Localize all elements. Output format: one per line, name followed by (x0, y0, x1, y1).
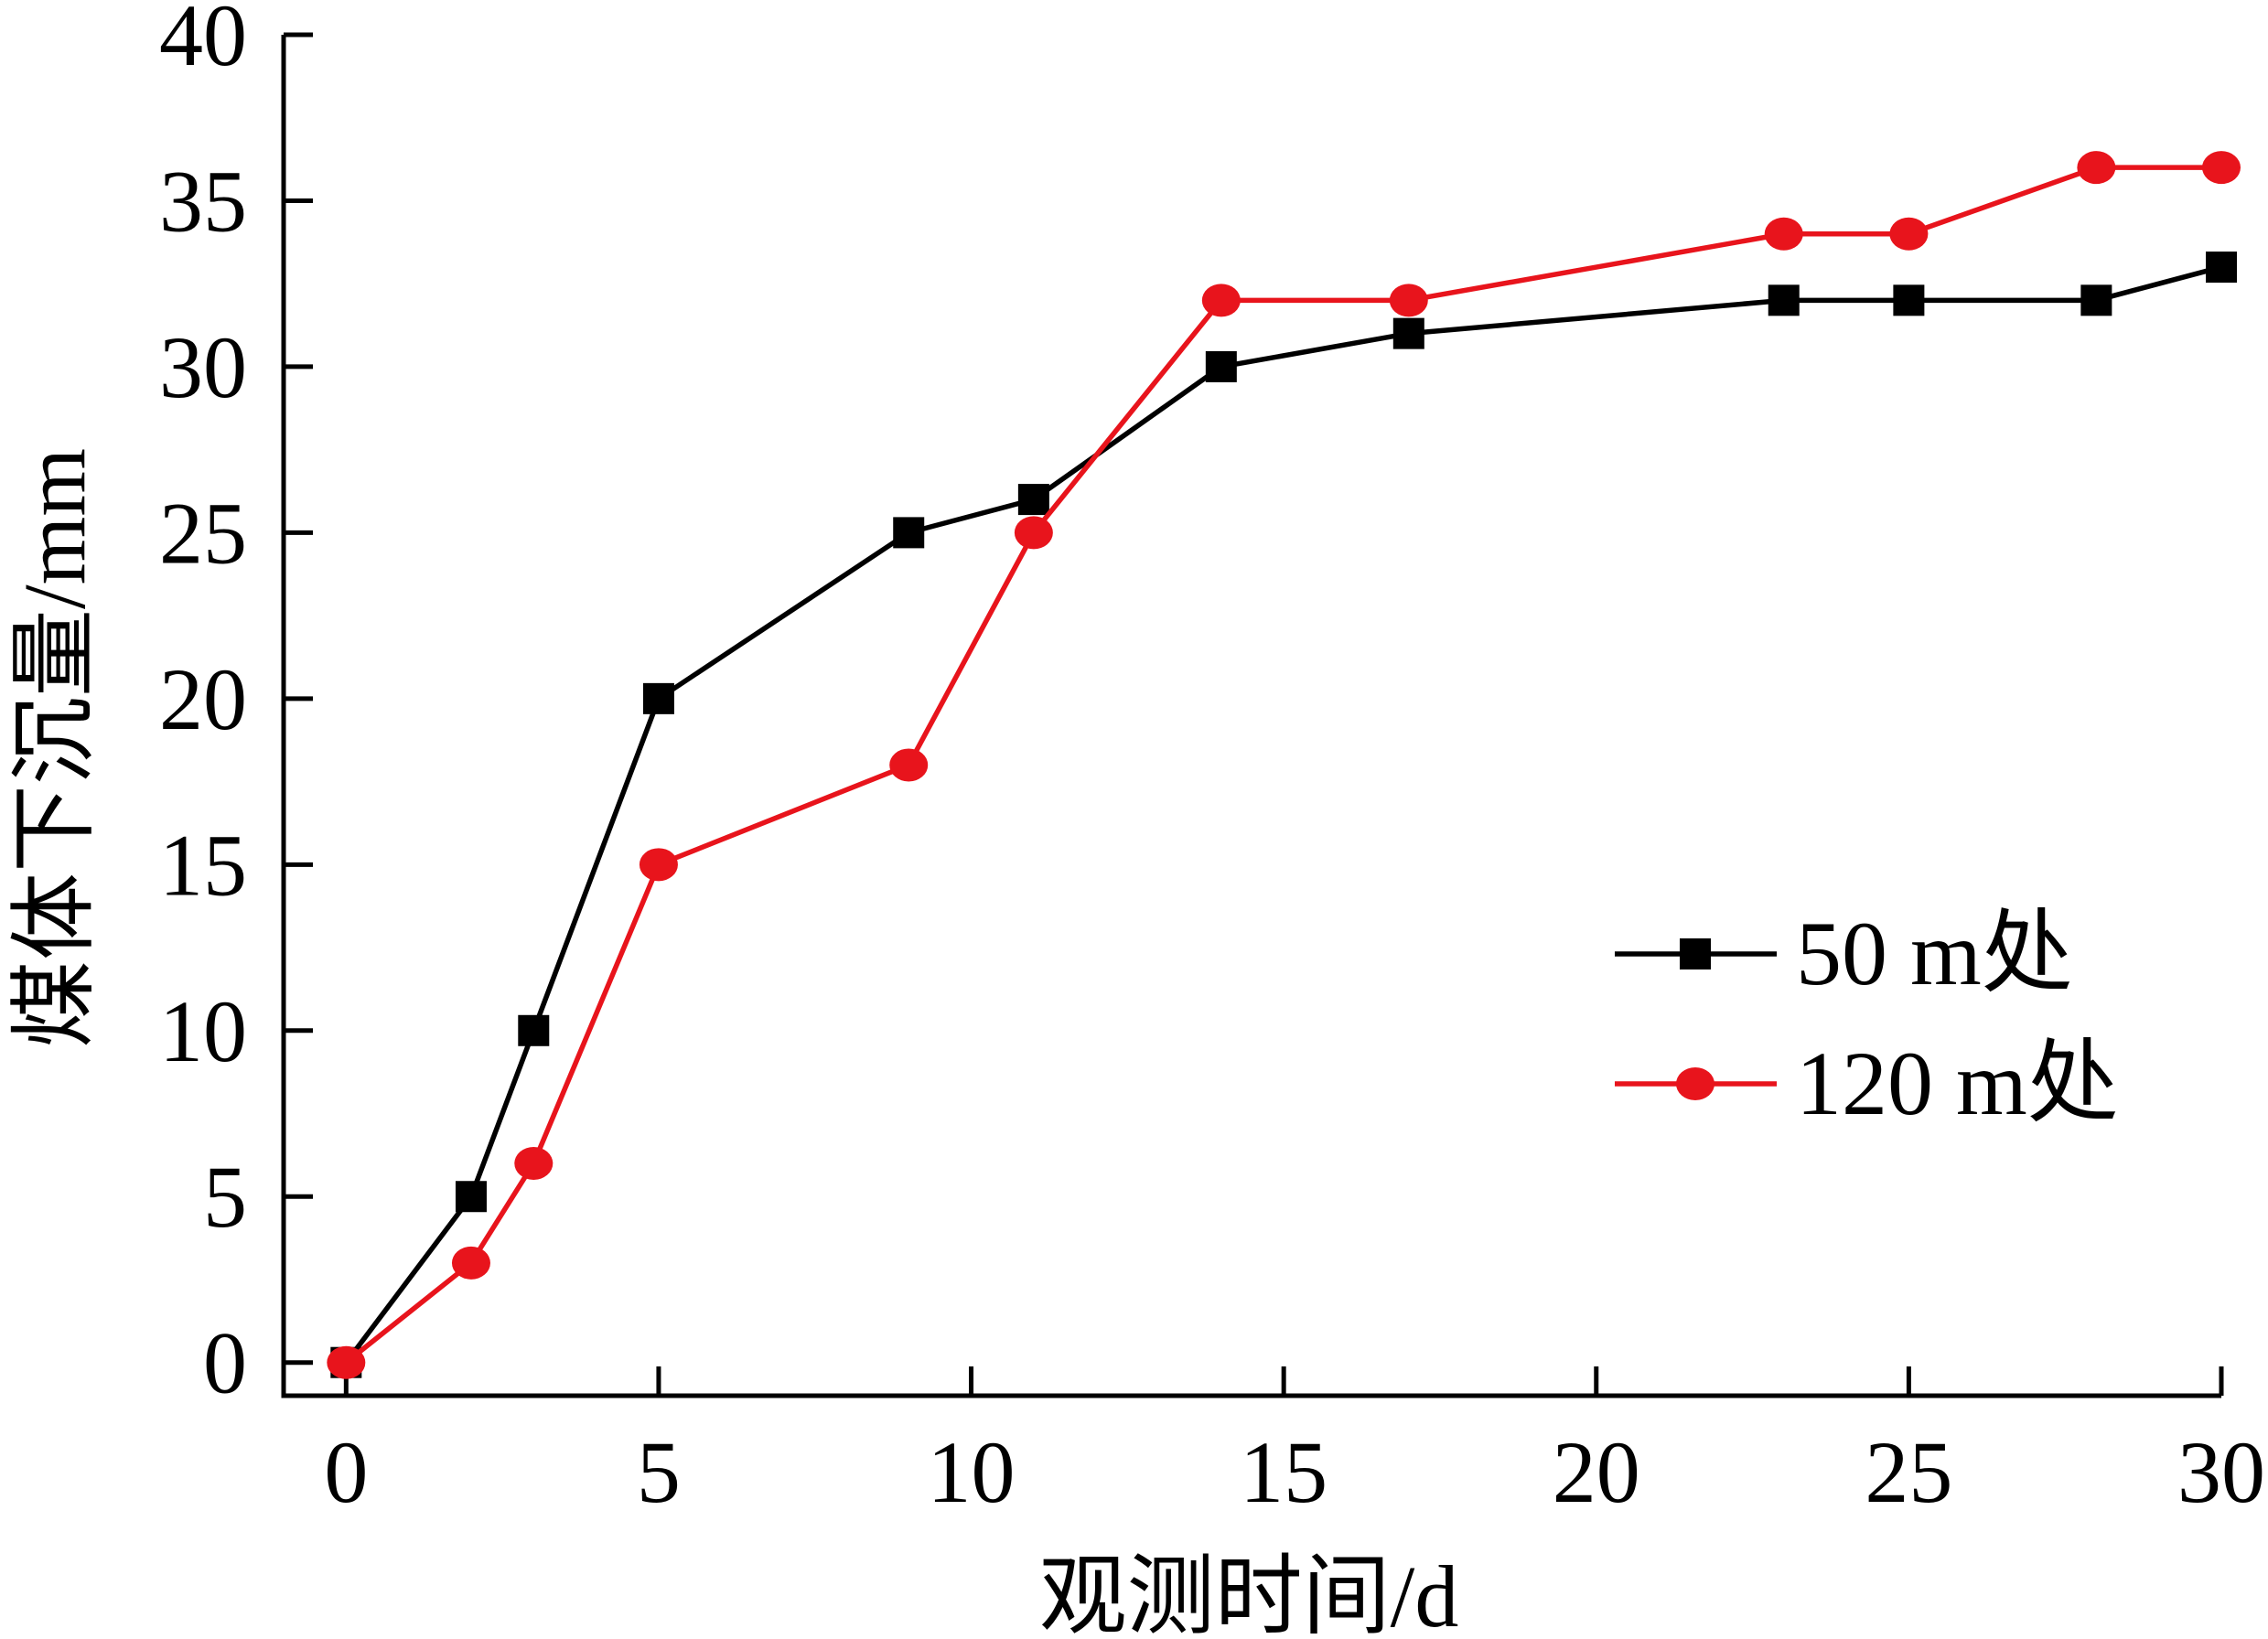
legend: 50 m处 120 m处 (1615, 903, 2119, 1134)
x-tick-label: 15 (1240, 1423, 1327, 1521)
legend-marker (1676, 1067, 1714, 1100)
y-tick-label: 0 (203, 1314, 247, 1412)
data-point (2202, 151, 2241, 185)
data-point (1889, 217, 1929, 251)
y-tick-label: 10 (159, 982, 247, 1080)
data-point (893, 517, 925, 549)
data-point (1893, 284, 1925, 316)
y-tick-label: 5 (203, 1148, 247, 1246)
data-point (455, 1181, 487, 1213)
data-point (514, 1146, 554, 1180)
data-point (518, 1014, 550, 1046)
series-line (344, 264, 2222, 1365)
legend-item-1: 50 m处 (1615, 903, 2073, 1004)
y-tick-label: 35 (159, 152, 247, 250)
legend-item-2: 120 m处 (1615, 1033, 2119, 1134)
x-tick-label: 25 (1865, 1423, 1952, 1521)
data-point (2077, 151, 2116, 185)
data-point (1205, 350, 1237, 382)
y-tick-label: 20 (159, 650, 247, 748)
series-1 (330, 252, 2237, 1378)
data-point (889, 748, 929, 782)
axes (281, 35, 2221, 1398)
y-tick-label: 25 (159, 484, 247, 582)
data-point (327, 1345, 366, 1379)
y-tick-label: 15 (159, 816, 247, 914)
x-tick-label: 5 (637, 1423, 681, 1521)
series (327, 151, 2241, 1379)
legend-label: 50 m处 (1796, 903, 2073, 1004)
x-axis-title: 观测时间/d (1039, 1548, 1459, 1639)
data-point (1392, 317, 1424, 349)
series-line (344, 165, 2221, 1365)
data-point (1389, 284, 1428, 317)
data-point (639, 848, 678, 882)
x-tick-label: 30 (2177, 1423, 2265, 1521)
legend-label: 120 m处 (1796, 1033, 2119, 1134)
data-point (451, 1246, 490, 1280)
data-point (1768, 284, 1800, 316)
data-point (1201, 284, 1241, 317)
ticks: 0 5 10 15 20 25 30 35 40 0 5 10 15 20 25 30 (159, 0, 2265, 1521)
series-2 (327, 151, 2241, 1379)
data-point (2080, 284, 2112, 316)
x-tick-label: 0 (324, 1423, 368, 1521)
data-point (2206, 252, 2237, 284)
x-tick-label: 20 (1553, 1423, 1640, 1521)
data-point (1017, 484, 1049, 516)
x-tick-label: 10 (928, 1423, 1016, 1521)
data-point (1014, 516, 1053, 550)
data-point (642, 682, 674, 714)
y-tick-label: 40 (159, 0, 247, 84)
y-tick-label: 30 (159, 318, 247, 416)
data-point (1764, 217, 1803, 251)
y-axis-title: 煤体下沉量/mm (5, 448, 103, 1048)
legend-marker (1680, 938, 1711, 969)
